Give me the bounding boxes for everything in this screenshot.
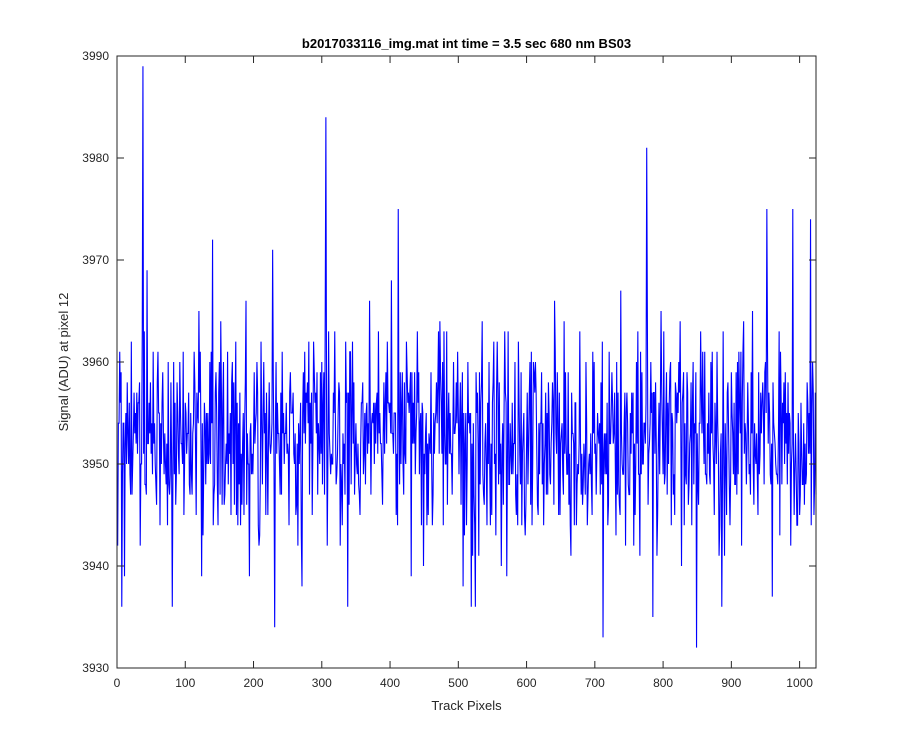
x-tick-label: 300 [312, 676, 332, 690]
x-tick-label: 200 [244, 676, 264, 690]
x-tick-label: 900 [721, 676, 741, 690]
x-tick-label: 400 [380, 676, 400, 690]
x-tick-label: 1000 [786, 676, 813, 690]
x-tick-label: 700 [585, 676, 605, 690]
y-tick-label: 3990 [82, 49, 109, 63]
x-tick-label: 100 [175, 676, 195, 690]
data-layer [117, 66, 817, 648]
x-axis-label: Track Pixels [431, 698, 502, 713]
plot-area-background [117, 56, 816, 668]
x-tick-label: 800 [653, 676, 673, 690]
tick-layer: 0 100 200 300 400 500 600 700 800 900 1000 3930 3940… [82, 49, 816, 690]
series-line [117, 66, 817, 648]
chart-title: b2017033116_img.mat int time = 3.5 sec 6… [302, 36, 631, 51]
x-tick-label: 0 [114, 676, 121, 690]
y-axis-label: Signal (ADU) at pixel 12 [56, 293, 71, 432]
x-tick-label: 600 [517, 676, 537, 690]
y-tick-label: 3950 [82, 457, 109, 471]
x-tick-label: 500 [448, 676, 468, 690]
y-tick-label: 3960 [82, 355, 109, 369]
y-tick-label: 3970 [82, 253, 109, 267]
y-tick-label: 3930 [82, 661, 109, 675]
y-tick-label: 3980 [82, 151, 109, 165]
y-tick-label: 3940 [82, 559, 109, 573]
